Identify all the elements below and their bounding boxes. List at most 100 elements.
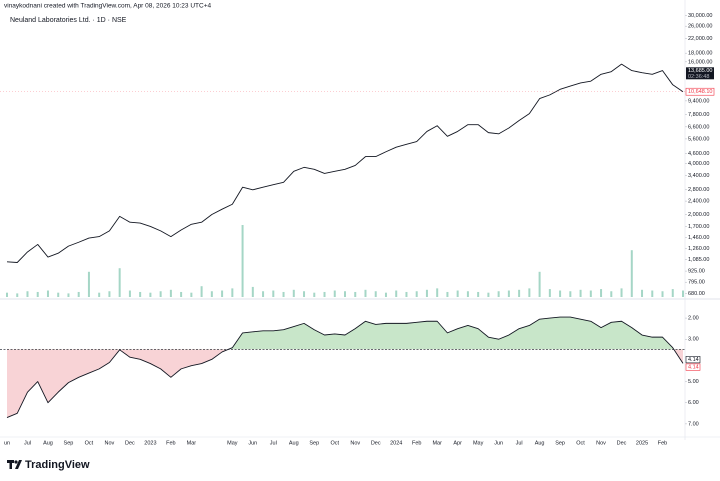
x-tick-label: 2025: [636, 440, 648, 446]
volume-bar: [98, 292, 101, 297]
volume-bar: [128, 290, 131, 297]
last-value-label: 4.14: [688, 357, 699, 363]
x-tick-label: Nov: [105, 440, 115, 446]
x-tick-label: Sep: [64, 440, 74, 446]
volume-bar: [333, 290, 336, 297]
x-tick-label: Sep: [309, 440, 319, 446]
last-value-box: [685, 356, 701, 364]
brand: TradingView: [25, 459, 90, 471]
volume-bar: [436, 288, 439, 297]
volume-bar: [149, 292, 152, 297]
x-tick-label: Jun: [494, 440, 503, 446]
x-tick-label: Apr: [453, 440, 462, 446]
y-tick-label: 795.00: [688, 280, 705, 286]
x-tick-label: Dec: [125, 440, 135, 446]
y-tick-label: 22,000.00: [688, 36, 712, 42]
x-tick-label: Aug: [289, 440, 299, 446]
volume-bar: [323, 291, 326, 297]
volume-bar: [139, 291, 142, 297]
volume-bar: [190, 292, 193, 297]
volume-bar: [262, 291, 265, 297]
x-tick-label: 2023: [144, 440, 156, 446]
last-value-box: [685, 363, 701, 371]
volume-bar: [538, 271, 541, 297]
x-tick-label: Jun: [248, 440, 257, 446]
volume-bar: [610, 291, 613, 297]
y-tick-label: 5,600.00: [688, 136, 709, 142]
y-tick-label: 18,000.00: [688, 51, 712, 57]
chart-title: Neuland Laboratories Ltd. · 1D · NSE: [10, 17, 127, 24]
volume-bar: [231, 288, 234, 297]
volume-bar: [661, 291, 664, 297]
volume-bar: [6, 292, 8, 297]
x-tick-label: Mar: [187, 440, 197, 446]
volume-bar: [241, 225, 244, 297]
x-tick-label: Jul: [270, 440, 277, 446]
volume-bar: [641, 289, 644, 297]
volume-bar: [497, 291, 500, 297]
x-tick-label: Jul: [24, 440, 31, 446]
volume-bar: [108, 291, 111, 297]
volume-bar: [16, 293, 19, 297]
x-tick-label: Oct: [85, 440, 94, 446]
marker-price-box: [686, 67, 714, 80]
y-tick-label: 2.00: [688, 316, 699, 322]
caption: vinaykodnani created with TradingView.co…: [4, 3, 211, 10]
volume-bar: [26, 291, 29, 297]
volume-bar: [221, 290, 224, 297]
y-tick-label: 2,400.00: [688, 199, 709, 205]
x-tick-label: Oct: [576, 440, 585, 446]
volume-bar: [67, 293, 70, 297]
indicator-line: [6, 316, 684, 418]
volume-bar: [292, 289, 295, 297]
volume-bar: [251, 286, 254, 297]
volume-bar: [589, 290, 592, 297]
y-tick-label: 1,700.00: [688, 224, 709, 230]
volume-bar: [313, 292, 316, 297]
volume-bar: [46, 290, 49, 297]
y-tick-label: 3,400.00: [688, 173, 709, 179]
last-price-box: [685, 87, 715, 96]
marker-price-label: 13,685.00: [688, 68, 712, 74]
volume-bar: [487, 292, 490, 297]
volume-bar: [405, 291, 408, 297]
volume-bar: [569, 291, 572, 297]
y-tick-label: 6,600.00: [688, 124, 709, 130]
x-tick-label: un: [4, 440, 10, 446]
volume-bar: [169, 289, 172, 297]
volume-bar: [579, 289, 582, 297]
volume-bar: [477, 291, 480, 297]
y-tick-label: 680.00: [688, 291, 705, 297]
x-tick-label: Aug: [43, 440, 53, 446]
y-tick-label: 2,000.00: [688, 212, 709, 218]
x-tick-label: Feb: [412, 440, 421, 446]
y-tick-label: 16,000.00: [688, 59, 712, 65]
volume-bar: [651, 290, 654, 297]
y-tick-label: 4,600.00: [688, 151, 709, 157]
x-tick-label: Nov: [596, 440, 606, 446]
volume-bar: [384, 292, 387, 297]
volume-bar: [415, 291, 418, 297]
brand-logo: [7, 460, 22, 469]
x-tick-label: Feb: [658, 440, 667, 446]
volume-bar: [87, 271, 90, 297]
last-price-label: 10,648.10: [688, 89, 712, 95]
volume-bar: [671, 289, 674, 297]
y-tick-label: 6.00: [688, 400, 699, 406]
y-tick-label: 1,260.00: [688, 246, 709, 252]
y-tick-label: 5.00: [688, 379, 699, 385]
countdown: 02:36:48: [688, 74, 709, 80]
y-tick-label: 7.00: [688, 421, 699, 427]
volume-bar: [630, 250, 633, 297]
x-tick-label: Oct: [330, 440, 339, 446]
volume-bar: [600, 289, 603, 297]
volume-bar: [57, 292, 60, 297]
volume-bar: [354, 291, 357, 297]
y-tick-label: 4,000.00: [688, 161, 709, 167]
x-tick-label: Dec: [371, 440, 381, 446]
last-value-label: 4.14: [688, 365, 699, 371]
volume-bar: [180, 291, 183, 297]
y-tick-label: 1,085.00: [688, 257, 709, 263]
